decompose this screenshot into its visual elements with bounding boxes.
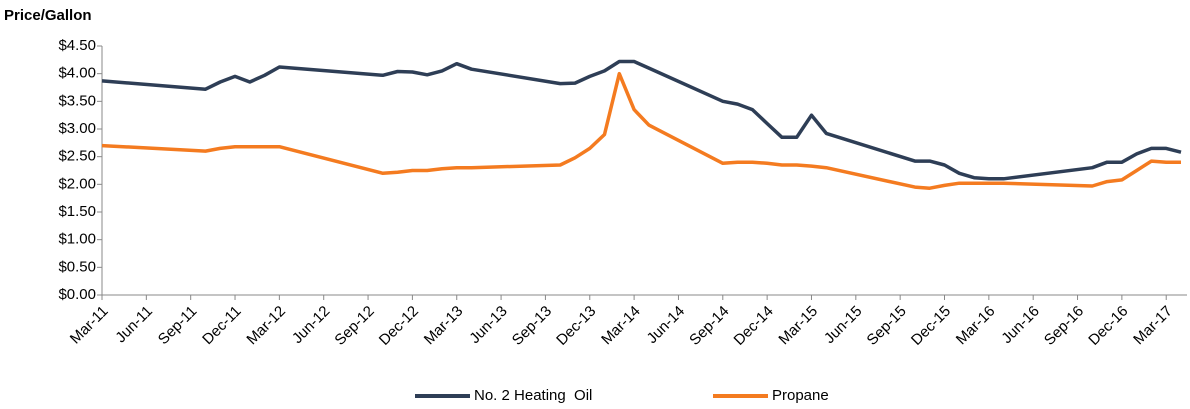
x-tick-label: Mar-11: [67, 303, 112, 348]
y-tick-label: $3.00: [58, 120, 96, 137]
legend-label: Propane: [772, 387, 829, 404]
y-tick-label: $2.50: [58, 148, 96, 165]
series-line: [101, 71, 1181, 190]
x-tick-label: Mar-16: [953, 303, 999, 349]
y-tick-label: $0.00: [58, 286, 96, 303]
y-tick-label: $4.50: [58, 37, 96, 54]
x-tick-label: Dec-14: [731, 303, 777, 349]
y-tick-label: $0.50: [58, 258, 96, 275]
x-tick-label: Sep-12: [331, 303, 377, 349]
x-tick-label: Jun-13: [466, 303, 510, 347]
x-tick-label: Sep-16: [1041, 303, 1087, 349]
x-tick-label: Sep-13: [509, 303, 555, 349]
x-tick-label: Mar-14: [598, 303, 644, 349]
x-tick-label: Mar-17: [1130, 303, 1176, 349]
x-tick-label: Jun-14: [644, 303, 688, 347]
x-tick-label: Jun-11: [112, 303, 156, 347]
y-tick-label: $4.00: [58, 65, 96, 82]
chart-title: Price/Gallon: [4, 7, 92, 24]
x-tick-label: Mar-12: [243, 303, 289, 349]
x-tick-label: Dec-16: [1085, 303, 1131, 349]
x-tick-label: Sep-14: [686, 303, 732, 349]
legend-label: No. 2 Heating Oil: [474, 387, 592, 404]
y-tick-label: $1.50: [58, 203, 96, 220]
x-tick-label: Dec-12: [376, 303, 422, 349]
y-tick-label: $2.00: [58, 175, 96, 192]
y-tick-label: $3.50: [58, 92, 96, 109]
y-tick-label: $1.00: [58, 231, 96, 248]
series-line: [101, 59, 1182, 181]
x-tick-label: Mar-15: [775, 303, 821, 349]
x-tick-label: Sep-11: [155, 303, 200, 348]
x-tick-label: Jun-12: [289, 303, 333, 347]
x-tick-label: Mar-13: [421, 303, 467, 349]
x-tick-label: Jun-16: [998, 303, 1042, 347]
x-tick-label: Sep-15: [864, 303, 910, 349]
x-tick-label: Jun-15: [821, 303, 865, 347]
x-tick-label: Dec-15: [908, 303, 954, 349]
x-tick-label: Dec-11: [199, 303, 244, 348]
x-tick-label: Dec-13: [553, 303, 599, 349]
